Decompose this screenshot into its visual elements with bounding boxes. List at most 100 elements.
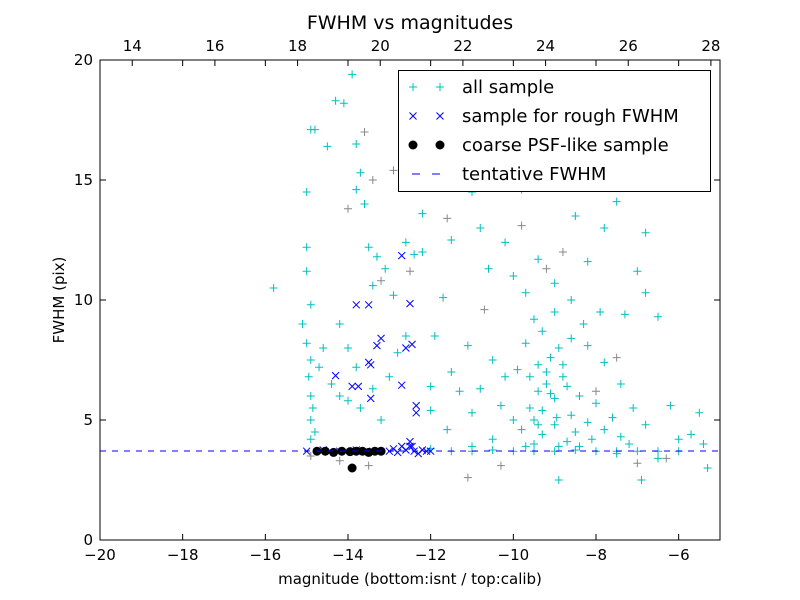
unlabeled-point	[443, 214, 452, 223]
all-sample-point	[530, 416, 538, 424]
x-top-tick-label: 16	[205, 37, 224, 55]
x-tick-label: −14	[332, 546, 364, 564]
all-sample-point	[641, 420, 650, 429]
all-sample-point	[525, 372, 534, 381]
unlabeled-point	[335, 456, 344, 465]
all-sample-point	[558, 360, 567, 369]
all-sample-point	[571, 428, 580, 436]
x-axis-label: magnitude (bottom:isnt / top:calib)	[278, 570, 542, 588]
x-top-tick-label: 22	[453, 37, 472, 55]
coarse-psf-like-sample-point	[320, 446, 330, 456]
all-sample-point	[575, 392, 584, 400]
y-tick-label: 10	[74, 291, 93, 309]
all-sample-point	[447, 236, 456, 244]
all-sample-point	[521, 339, 530, 348]
x-tick-label: −8	[585, 546, 607, 564]
all-sample-point	[563, 437, 572, 446]
coarse-psf-like-sample-point	[329, 447, 339, 457]
all-sample-point	[666, 401, 675, 410]
all-sample-point	[344, 344, 352, 352]
x-tick-label: −18	[167, 546, 199, 564]
all-sample-point	[401, 238, 410, 247]
all-sample-point	[306, 356, 315, 364]
all-sample-point	[546, 353, 555, 362]
all-sample-point	[488, 435, 497, 444]
all-sample-point	[567, 296, 576, 304]
all-sample-point	[538, 327, 547, 336]
all-sample-point	[550, 420, 559, 429]
all-sample-point	[592, 399, 600, 408]
legend-label-tentative-fwhm: tentative FWHM	[462, 164, 606, 185]
sample-for-rough-fwhm-point	[377, 334, 385, 343]
coarse-psf-like-sample-point	[347, 463, 357, 473]
all-sample-point	[608, 413, 617, 422]
all-sample-point	[513, 365, 522, 374]
all-sample-point	[596, 308, 605, 316]
sample-for-rough-fwhm-point	[366, 360, 375, 369]
all-sample-point	[439, 293, 448, 302]
all-sample-point	[484, 264, 493, 273]
x-top-tick-label: 20	[371, 37, 390, 55]
legend-all-sample-icon	[436, 83, 444, 91]
all-sample-point	[356, 404, 365, 412]
all-sample-point	[377, 416, 386, 424]
all-sample-point	[304, 372, 313, 381]
unlabeled-point	[377, 276, 386, 285]
unlabeled-point	[463, 473, 472, 482]
all-sample-point	[571, 212, 580, 220]
all-sample-point	[542, 368, 551, 376]
all-sample-point	[335, 392, 344, 400]
y-tick-label: 15	[74, 171, 93, 189]
all-sample-point	[550, 394, 559, 403]
sample-for-rough-fwhm-point	[397, 251, 406, 260]
chart-title: FWHM vs magnitudes	[307, 12, 513, 34]
all-sample-point	[389, 291, 398, 300]
sample-for-rough-fwhm-point	[406, 299, 414, 308]
all-sample-point	[695, 408, 704, 417]
all-sample-point	[385, 372, 394, 381]
sample-for-rough-fwhm-point	[408, 340, 416, 349]
all-sample-point	[600, 358, 609, 367]
sample-for-rough-fwhm-point	[366, 394, 375, 403]
sample-for-rough-fwhm-point	[393, 448, 402, 457]
all-sample-point	[509, 272, 518, 280]
all-sample-point	[534, 360, 543, 369]
all-sample-point	[381, 264, 390, 273]
all-sample-point	[488, 446, 497, 454]
all-sample-point	[517, 425, 526, 434]
all-sample-point	[571, 446, 580, 454]
all-sample-point	[521, 288, 530, 297]
all-sample-point	[616, 380, 625, 388]
all-sample-point	[530, 440, 538, 448]
legend-sample-for-rough-fwhm-icon	[409, 112, 417, 120]
all-sample-point	[575, 442, 584, 451]
all-sample-point	[368, 281, 377, 290]
all-sample-point	[315, 363, 324, 372]
all-sample-point	[641, 288, 650, 297]
all-sample-point	[327, 380, 336, 388]
legend-box	[398, 70, 711, 192]
all-sample-point	[348, 70, 357, 79]
sample-for-rough-fwhm-point	[397, 381, 406, 390]
unlabeled-point	[662, 454, 671, 463]
all-sample-point	[455, 387, 464, 396]
unlabeled-point	[633, 459, 642, 468]
all-sample-point	[476, 224, 485, 232]
all-sample-point	[600, 224, 609, 232]
sample-for-rough-fwhm-point	[352, 300, 361, 309]
unlabeled-point	[592, 387, 600, 396]
unlabeled-point	[364, 461, 373, 470]
all-sample-point	[552, 413, 561, 422]
all-sample-point	[530, 315, 538, 324]
x-tick-label: −10	[498, 546, 530, 564]
all-sample-point	[633, 447, 642, 456]
all-sample-point	[509, 416, 518, 424]
all-sample-point	[331, 96, 340, 105]
all-sample-point	[550, 279, 559, 288]
all-sample-point	[525, 404, 534, 412]
x-tick-label: −12	[415, 546, 447, 564]
coarse-psf-like-sample-point	[370, 446, 380, 456]
all-sample-point	[323, 142, 332, 151]
all-sample-point	[401, 332, 410, 340]
unlabeled-point	[558, 248, 567, 256]
